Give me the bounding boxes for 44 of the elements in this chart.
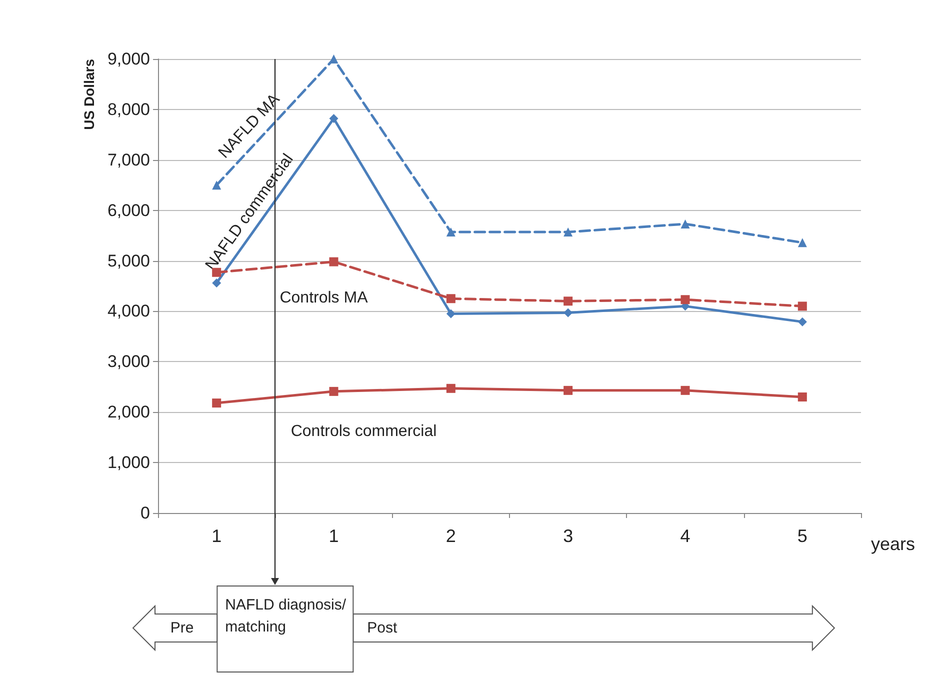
point — [798, 238, 807, 248]
x-tick-label: 4 — [680, 526, 690, 546]
point — [329, 257, 338, 266]
text: Pre — [170, 620, 194, 636]
y-tick-label: 8,000 — [107, 100, 150, 119]
point — [212, 398, 222, 408]
x-tick-label: 1 — [328, 526, 339, 546]
x-tick-label: 2 — [446, 526, 456, 546]
y-tick-label: 9,000 — [107, 50, 150, 68]
y-tick-label: 4,000 — [107, 302, 150, 321]
point — [329, 114, 338, 124]
point — [564, 296, 573, 306]
y-tick-label: 5,000 — [107, 251, 150, 270]
point — [564, 386, 573, 395]
y-tick-label: 0 — [140, 504, 150, 522]
point — [798, 302, 807, 311]
point — [798, 317, 807, 326]
text: NAFLD diagnosis/ matching — [225, 596, 347, 636]
series-label: Controls MA — [280, 289, 368, 306]
y-axis-title: US Dollars — [81, 58, 97, 130]
point — [446, 294, 456, 304]
text: Post — [367, 620, 398, 636]
series-label: Controls commercial — [290, 422, 437, 440]
y-tick-label: 6,000 — [107, 200, 150, 220]
x-tick-label: 1 — [212, 526, 222, 546]
point — [446, 384, 456, 393]
y-tick-label: 2,000 — [107, 402, 150, 422]
point — [446, 309, 456, 318]
point — [212, 278, 222, 288]
point — [446, 228, 456, 237]
y-tick-label: 7,000 — [107, 150, 150, 170]
x-tick-label: 5 — [797, 526, 808, 546]
point — [680, 219, 690, 228]
x-axis-title: years — [870, 534, 915, 554]
point — [680, 386, 690, 395]
point — [329, 386, 338, 396]
y-tick-label: 3,000 — [107, 352, 150, 372]
y-tick-label: 1,000 — [107, 453, 150, 472]
point — [680, 295, 690, 304]
point — [564, 228, 573, 237]
point — [564, 308, 573, 318]
point — [212, 180, 222, 190]
x-tick-label: 3 — [563, 526, 574, 546]
point — [798, 392, 807, 402]
